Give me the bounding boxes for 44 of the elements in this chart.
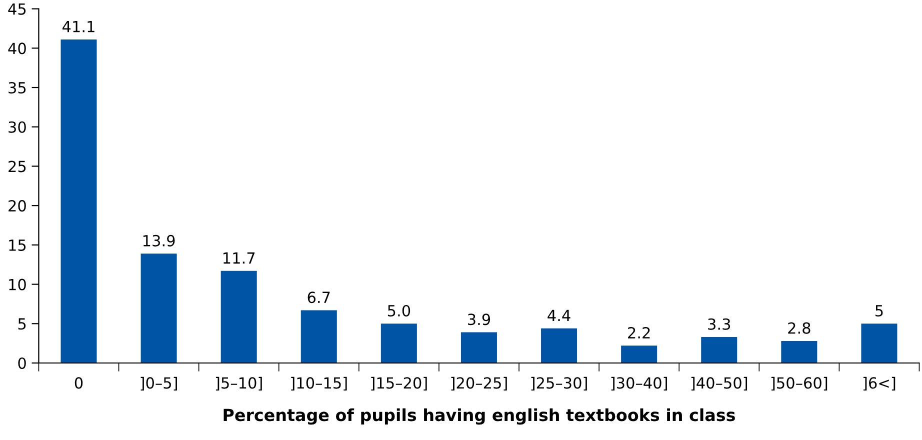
- data-label: 2.8: [788, 322, 810, 334]
- bar: [140, 254, 177, 363]
- y-tick-label: 35: [8, 82, 26, 94]
- y-tick-label: 45: [8, 3, 26, 15]
- x-tick-label: ]10–15]: [291, 376, 347, 391]
- x-tick-label: ]15–20]: [371, 376, 427, 391]
- x-tick-label: ]50–60]: [771, 376, 828, 391]
- bar: [460, 332, 497, 363]
- y-tick-label: 40: [8, 42, 26, 54]
- data-label: 11.7: [224, 252, 255, 264]
- bar: [701, 337, 738, 363]
- data-label: 2.2: [628, 327, 650, 338]
- bar: [541, 328, 578, 363]
- bar: [60, 39, 97, 363]
- bar: [380, 324, 417, 363]
- x-tick-label: ]40–50]: [691, 376, 748, 391]
- bar: [621, 346, 658, 363]
- data-label: 6.7: [308, 292, 330, 304]
- bar: [220, 270, 257, 363]
- y-tick-label: 5: [18, 318, 26, 330]
- data-label: 5.0: [388, 304, 410, 317]
- data-label: 5: [876, 305, 883, 317]
- x-tick-label: ]6<]: [863, 376, 896, 391]
- bar: [861, 324, 898, 363]
- x-tick-label: 0: [74, 377, 83, 389]
- x-tick-label: ]0–5]: [140, 376, 177, 391]
- y-tick-label: 30: [8, 121, 26, 133]
- data-label: 13.9: [143, 234, 175, 246]
- y-tick-label: 25: [8, 160, 26, 172]
- y-tick-label: 10: [9, 278, 26, 290]
- bar: [300, 310, 337, 363]
- data-label: 3.9: [468, 314, 490, 326]
- x-axis-title: Percentage of pupils having english textbooks in class: [224, 408, 735, 425]
- x-tick-label: ]20–25]: [451, 376, 507, 391]
- x-tick-label: ]30–40]: [611, 376, 667, 391]
- bar: [781, 340, 818, 363]
- y-tick-label: 20: [8, 200, 26, 212]
- data-label: 41.1: [62, 21, 94, 32]
- data-label: 4.4: [548, 310, 570, 322]
- data-label: 3.3: [708, 318, 730, 330]
- y-tick-label: 15: [9, 240, 26, 251]
- x-tick-label: ]25–30]: [531, 376, 587, 391]
- y-tick-label: 0: [18, 357, 26, 370]
- x-tick-label: ]5–10]: [216, 376, 262, 391]
